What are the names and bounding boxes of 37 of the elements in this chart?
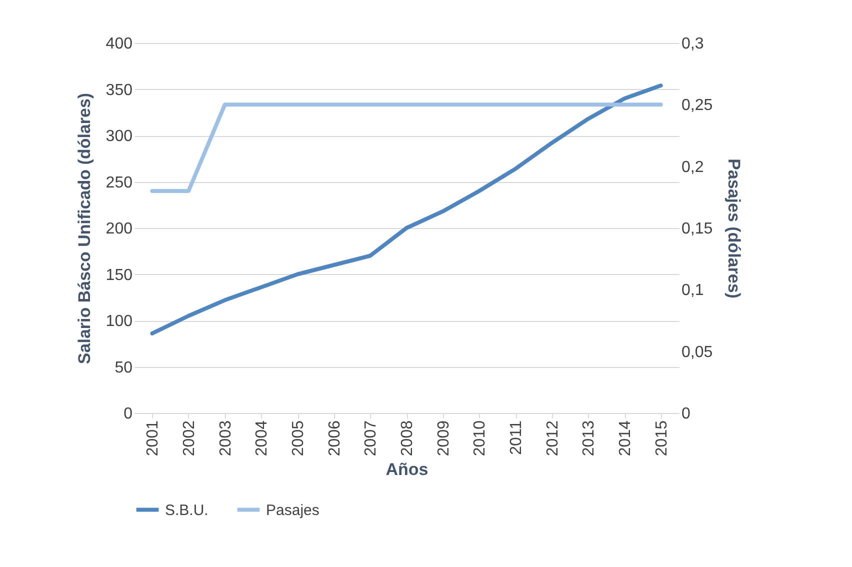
y-tick-label: 50 <box>114 359 133 376</box>
y-tick-label: 0 <box>124 406 133 422</box>
line-series <box>150 84 663 336</box>
x-tick-label: 2004 <box>254 420 271 456</box>
y-tick-label: 250 <box>106 174 133 192</box>
x-axis-title: Años <box>386 460 428 480</box>
y2-tick-label: 0,3 <box>682 36 704 52</box>
x-tick-label: 2005 <box>290 420 307 456</box>
y-tick-label: 400 <box>106 36 133 52</box>
y-tick-label: 150 <box>106 266 133 284</box>
x-tick-label: 2010 <box>472 420 489 456</box>
x-tick-label: 2013 <box>580 420 598 456</box>
y2-tick-label: 0,15 <box>682 220 713 238</box>
x-tick-label: 2009 <box>435 420 452 456</box>
y-tick-label: 350 <box>106 82 133 99</box>
x-tick-label: 2007 <box>362 420 380 456</box>
x-tick-label: 2003 <box>217 420 234 456</box>
x-tick-label: 2011 <box>508 420 525 455</box>
y2-tick-label: 0,1 <box>682 282 704 300</box>
x-tick-label: 2008 <box>399 420 416 456</box>
legend-label: S.B.U. <box>165 502 208 519</box>
y2-tick-label: 0 <box>682 406 690 422</box>
y2-tick-label: 0,2 <box>682 158 704 176</box>
y-tick-label: 200 <box>106 220 133 238</box>
x-tick-label: 2012 <box>544 420 562 456</box>
x-tick-label: 2001 <box>144 420 162 456</box>
x-tick-label: 2006 <box>326 420 344 456</box>
legend-label: Pasajes <box>266 502 320 519</box>
y-tick-label: 300 <box>106 128 133 145</box>
x-tick-label: 2015 <box>653 420 670 456</box>
y2-tick-label: 0,05 <box>682 344 713 361</box>
x-tick-label: 2002 <box>181 420 198 456</box>
y2-tick-label: 0,25 <box>682 97 713 114</box>
y2-axis-title: Pasajes (dólares) <box>724 158 744 298</box>
y-axis-title: Salario Básco Unificado (dólares) <box>74 92 94 364</box>
x-tick-label: 2014 <box>617 420 634 456</box>
y-tick-label: 100 <box>106 313 133 330</box>
